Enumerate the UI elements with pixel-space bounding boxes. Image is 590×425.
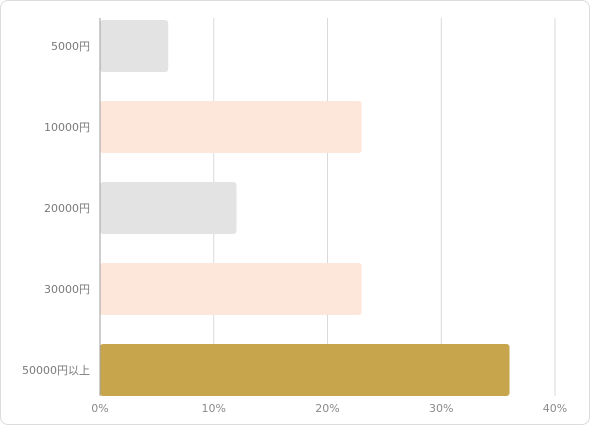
- category-labels: 5000円 10000円 20000円 30000円 50000円以上: [22, 40, 90, 377]
- category-label: 50000円以上: [22, 364, 90, 377]
- x-tick-label: 30%: [429, 402, 453, 415]
- x-tick-label: 0%: [91, 402, 108, 415]
- bar: [100, 263, 362, 315]
- x-tick-label: 10%: [202, 402, 226, 415]
- bar: [100, 182, 237, 234]
- category-label: 20000円: [44, 202, 90, 215]
- gridlines: [213, 18, 556, 396]
- bar: [100, 20, 169, 72]
- bar: [100, 344, 510, 396]
- category-label: 5000円: [51, 40, 90, 53]
- x-tick-label: 40%: [543, 402, 567, 415]
- category-label: 30000円: [44, 283, 90, 296]
- bars: [100, 20, 510, 396]
- x-tick-label: 20%: [315, 402, 339, 415]
- category-label: 10000円: [44, 121, 90, 134]
- x-tick-labels: 0% 10% 20% 30% 40%: [91, 402, 567, 415]
- bar: [100, 101, 362, 153]
